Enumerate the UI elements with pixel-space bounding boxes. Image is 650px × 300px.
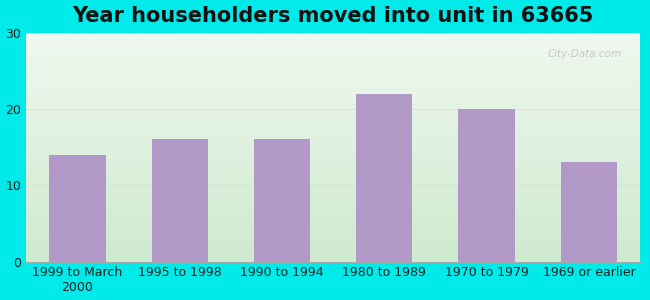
Text: City-Data.com: City-Data.com	[547, 49, 621, 59]
Bar	[254, 140, 310, 262]
Title: Year householders moved into unit in 63665: Year householders moved into unit in 636…	[73, 6, 594, 26]
Bar	[49, 155, 105, 262]
Bar	[356, 94, 413, 262]
Bar	[458, 109, 515, 262]
Bar	[151, 140, 208, 262]
Bar	[561, 162, 617, 262]
